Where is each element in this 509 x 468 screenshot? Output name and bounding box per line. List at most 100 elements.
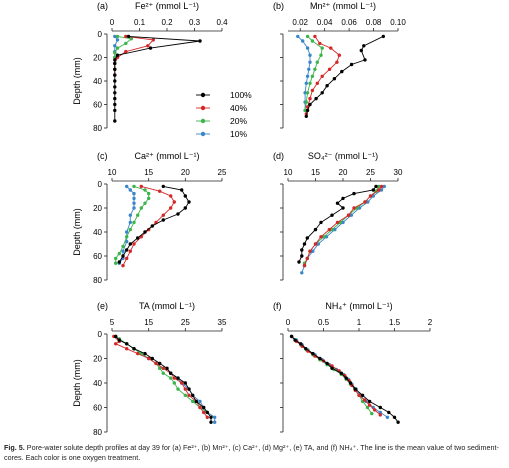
panel-c-y-tick-label: 80: [93, 276, 102, 285]
panel-f-point-100pct: [353, 387, 358, 391]
panel-b-point-10pct: [303, 91, 307, 95]
panel-e-point-100pct: [165, 366, 169, 370]
panel-c-point-20pct: [117, 251, 122, 256]
panel-d-point-10pct: [333, 227, 337, 232]
panel-f-point-40pct: [367, 403, 372, 407]
panel-e-point-100pct: [143, 351, 147, 356]
panel-c-point-100pct: [183, 194, 187, 198]
legend-marker-10pct: [200, 131, 206, 137]
panel-b-point-40pct: [329, 46, 333, 50]
panel-d-point-10pct: [382, 184, 386, 189]
panel-a-point-20pct: [115, 46, 120, 50]
panel-c-point-100pct: [136, 236, 140, 240]
panel-a-series-line-40pct: [114, 35, 155, 76]
panel-d-point-40pct: [379, 184, 384, 189]
panel-a-point-40pct: [124, 49, 128, 54]
panel-d-point-100pct: [352, 191, 356, 196]
panel-b-letter: (b): [273, 1, 284, 11]
panel-e-x-tick-label: 5: [110, 318, 115, 327]
panel-d-point-100pct: [305, 236, 309, 240]
panel-f-title: NH₄⁺ (mmol L⁻¹): [325, 301, 392, 311]
panel-a-point-10pct: [113, 34, 117, 39]
panel-e-point-100pct: [150, 356, 154, 361]
figure-caption: Fig. 5. Pore-water solute depth profiles…: [4, 443, 504, 462]
panel-b-point-40pct: [308, 96, 312, 101]
panel-c-y-tick-label: 20: [93, 204, 102, 213]
panel-c-x-tick-label: 15: [144, 168, 153, 177]
panel-e-point-40pct: [205, 415, 209, 419]
panel-a-point-100pct: [115, 53, 120, 57]
panel-e-point-100pct: [132, 347, 136, 351]
panel-b-point-100pct: [381, 34, 385, 39]
panel-e-point-40pct: [125, 347, 129, 351]
panel-f-point-100pct: [344, 376, 348, 380]
panel-e-point-40pct: [136, 351, 140, 356]
panel-b-point-100pct: [320, 91, 324, 95]
panel-d-point-100pct: [341, 206, 345, 210]
panel-c-point-100pct: [150, 224, 154, 228]
panel-e-point-100pct: [209, 420, 213, 424]
panel-c-point-100pct: [161, 218, 165, 222]
panel-a-point-100pct: [113, 61, 117, 66]
panel-b-point-40pct: [335, 60, 339, 64]
panel-c-point-40pct: [125, 256, 129, 261]
panel-c-point-100pct: [117, 260, 122, 264]
panel-e-point-100pct: [187, 387, 191, 391]
panel-b-point-40pct: [337, 53, 341, 57]
panel-c-point-40pct: [128, 249, 132, 253]
panel-a-point-40pct: [146, 44, 150, 48]
panel-c-point-20pct: [147, 191, 151, 196]
panel-e-point-20pct: [169, 376, 173, 380]
panel-f-point-20pct: [370, 411, 374, 416]
panel-f-point-20pct: [365, 405, 370, 410]
panel-e-y-tick-label: 80: [93, 428, 102, 437]
panel-c-point-40pct: [161, 213, 165, 217]
panel-e-point-10pct: [213, 415, 217, 419]
panel-d-point-10pct: [341, 220, 345, 225]
panel-f-point-40pct: [357, 393, 361, 397]
panel-f-point-100pct: [387, 410, 391, 415]
panel-b-point-20pct: [310, 74, 315, 79]
panel-f-point-100pct: [293, 338, 297, 342]
panel-a-point-100pct: [113, 67, 117, 72]
panel-e-y-tick-label: 20: [93, 355, 102, 364]
panel-f-point-100pct: [360, 393, 365, 397]
panel-b-x-tick-label: 0.08: [366, 18, 382, 27]
panel-f-x-tick-label: 1.5: [389, 318, 401, 327]
panel-e-point-100pct: [117, 338, 122, 342]
panel-a-point-20pct: [124, 41, 128, 46]
panel-e-point-100pct: [194, 399, 198, 404]
panel-f-point-40pct: [378, 413, 382, 417]
panel-e-x-tick-label: 15: [144, 318, 153, 327]
panel-e-point-40pct: [147, 356, 151, 361]
panel-d-point-10pct: [324, 235, 329, 239]
panel-b-point-100pct: [332, 77, 337, 81]
panel-c-y-label: Depth (mm): [72, 208, 82, 256]
legend-marker-20pct: [200, 118, 206, 124]
panel-a-title: Fe²⁺ (mmol L⁻¹): [135, 1, 199, 11]
panel-e-point-20pct: [191, 399, 195, 404]
panel-a-point-100pct: [113, 91, 117, 95]
panel-c-point-40pct: [139, 184, 143, 189]
panel-b-point-40pct: [327, 67, 332, 72]
panel-b-point-100pct: [305, 108, 310, 113]
panel-e-point-10pct: [213, 420, 217, 424]
panel-d-point-40pct: [335, 220, 340, 225]
panel-d-x-tick-label: 20: [339, 168, 348, 177]
panel-f-point-100pct: [299, 342, 303, 346]
panel-a-point-20pct: [115, 34, 120, 39]
panel-a-x-tick-label: 0: [110, 18, 115, 27]
panel-a-point-100pct: [126, 34, 131, 39]
panel-d-point-40pct: [313, 242, 318, 246]
panel-f-point-100pct: [304, 347, 308, 351]
panel-e-point-20pct: [176, 387, 180, 391]
panel-c-point-100pct: [143, 230, 147, 234]
panel-d-point-40pct: [352, 206, 356, 210]
panel-c-point-100pct: [183, 206, 187, 210]
panel-b-point-20pct: [308, 81, 312, 86]
panel-b-series-line-100pct: [305, 35, 384, 117]
panel-e-point-100pct: [191, 393, 195, 397]
panel-f-point-100pct: [318, 356, 322, 361]
panel-b-point-100pct: [308, 102, 312, 107]
panel-c-point-10pct: [125, 230, 129, 234]
